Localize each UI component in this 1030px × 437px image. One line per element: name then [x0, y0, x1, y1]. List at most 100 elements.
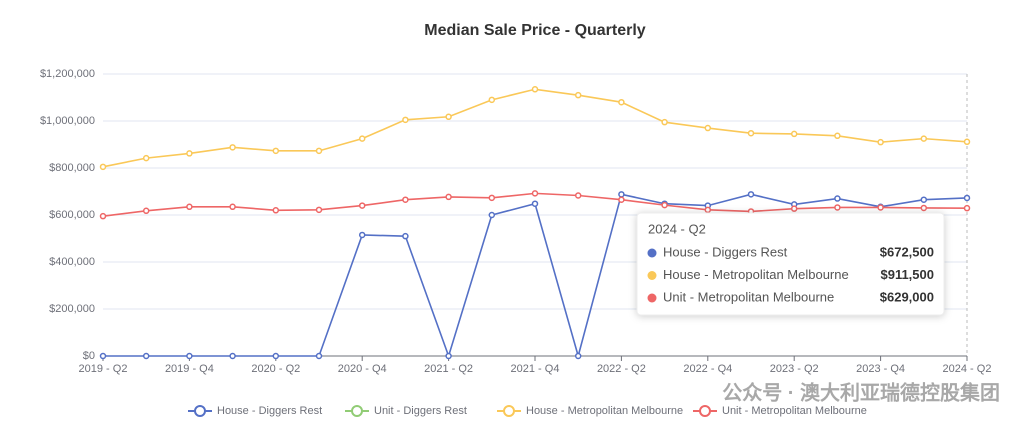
data-point	[186, 203, 193, 211]
legend-item[interactable]: Unit - Metropolitan Melbourne	[693, 405, 867, 417]
legend-item[interactable]: House - Metropolitan Melbourne	[497, 405, 683, 417]
data-point	[790, 130, 798, 138]
tooltip-name: House - Metropolitan Melbourne	[663, 267, 849, 282]
legend-marker	[503, 405, 515, 417]
data-point	[877, 204, 884, 211]
data-point	[531, 190, 539, 197]
tooltip-dot	[647, 293, 657, 303]
data-point	[920, 204, 928, 212]
data-point	[142, 154, 150, 162]
x-tick-label: 2020 - Q4	[338, 363, 387, 375]
chart-title: Median Sale Price - Quarterly	[424, 22, 646, 39]
data-point	[531, 200, 539, 207]
data-point	[142, 207, 150, 215]
legend-item[interactable]: Unit - Diggers Rest	[345, 405, 467, 417]
data-point	[445, 113, 452, 121]
data-point	[186, 352, 193, 360]
data-point	[315, 206, 323, 214]
data-point	[445, 193, 452, 201]
data-point	[661, 201, 668, 209]
watermark: 公众号 · 澳大利亚瑞德控股集团	[722, 380, 1000, 404]
legend-marker	[194, 405, 206, 417]
data-point	[747, 191, 755, 198]
x-tick-label: 2019 - Q4	[165, 363, 214, 375]
data-point	[315, 147, 323, 155]
tooltip-value: $672,500	[880, 244, 934, 259]
data-point	[704, 124, 712, 132]
data-point	[229, 144, 236, 151]
data-point	[574, 352, 582, 360]
data-point	[920, 196, 928, 203]
tooltip: 2024 - Q2 House - Diggers Rest $672,500 Hou…	[636, 212, 945, 316]
data-point	[661, 118, 668, 126]
y-tick-label: $0	[83, 350, 95, 362]
legend-label: Unit - Metropolitan Melbourne	[722, 405, 867, 417]
data-point	[358, 231, 366, 239]
legend-item[interactable]: House - Diggers Rest	[188, 405, 322, 417]
data-point	[229, 203, 236, 211]
data-point	[272, 352, 280, 360]
data-point	[358, 202, 366, 209]
data-point	[488, 96, 496, 104]
data-point	[531, 86, 539, 93]
tooltip-name: House - Diggers Rest	[663, 244, 788, 259]
x-tick-label: 2021 - Q2	[424, 363, 473, 375]
x-tick-label: 2023 - Q2	[770, 363, 819, 375]
data-point	[920, 135, 928, 142]
data-point	[402, 196, 409, 203]
data-point	[488, 194, 496, 202]
data-point	[877, 138, 884, 146]
tooltip-title: 2024 - Q2	[648, 221, 706, 236]
y-tick-label: $400,000	[49, 256, 95, 268]
x-tick-label: 2024 - Q2	[943, 363, 992, 375]
tooltip-name: Unit - Metropolitan Melbourne	[663, 289, 834, 304]
data-point	[315, 352, 323, 360]
data-point	[99, 212, 107, 220]
tooltip-box	[636, 212, 945, 316]
data-point	[790, 205, 798, 212]
data-point	[963, 138, 971, 146]
tooltip-dot	[647, 271, 657, 280]
legend-label: Unit - Diggers Rest	[374, 405, 467, 417]
data-point	[963, 204, 971, 212]
y-tick-label: $800,000	[49, 162, 95, 174]
data-point	[834, 204, 841, 211]
y-tick-label: $1,000,000	[40, 115, 95, 127]
data-point	[834, 195, 841, 202]
data-point	[358, 135, 366, 142]
x-tick-label: 2022 - Q4	[683, 363, 732, 375]
data-point	[747, 129, 755, 137]
tooltip-value: $629,000	[880, 289, 934, 304]
series-line	[102, 88, 968, 168]
data-point	[618, 196, 625, 203]
data-point	[229, 352, 236, 360]
data-point	[574, 91, 582, 99]
data-point	[99, 352, 107, 360]
data-point	[618, 191, 625, 198]
data-point	[142, 352, 150, 360]
data-point	[963, 194, 971, 202]
legend-label: House - Diggers Rest	[217, 405, 322, 417]
y-tick-label: $200,000	[49, 303, 95, 315]
x-tick-label: 2019 - Q2	[79, 363, 128, 375]
tooltip-value: $911,500	[880, 267, 934, 282]
legend-marker	[351, 405, 363, 417]
data-point	[99, 163, 107, 171]
data-point	[834, 132, 841, 140]
legend-label: House - Metropolitan Melbourne	[526, 405, 683, 417]
data-point	[402, 232, 409, 240]
x-tick-label: 2021 - Q4	[511, 363, 560, 375]
x-tick-label: 2020 - Q2	[251, 363, 300, 375]
x-tick-label: 2023 - Q4	[856, 363, 905, 375]
data-point	[574, 192, 582, 199]
x-tick-label: 2022 - Q2	[597, 363, 646, 375]
data-point	[186, 150, 193, 157]
y-tick-label: $600,000	[49, 209, 95, 221]
data-point	[272, 207, 280, 214]
tooltip-dot	[647, 248, 657, 258]
data-point	[618, 98, 625, 106]
y-tick-label: $1,200,000	[40, 68, 95, 80]
data-point	[402, 116, 409, 124]
legend-marker	[699, 405, 711, 417]
